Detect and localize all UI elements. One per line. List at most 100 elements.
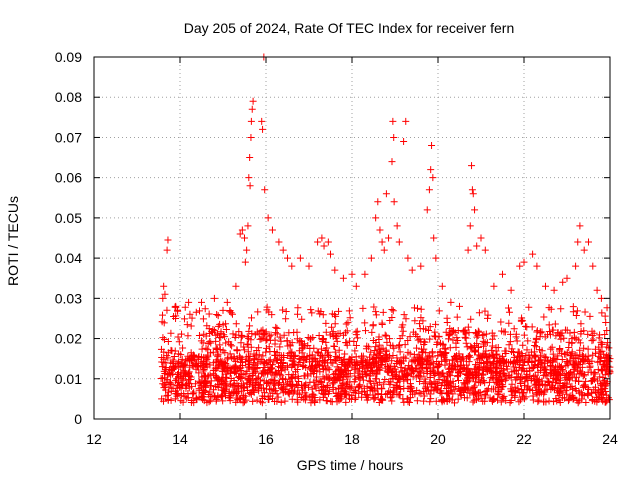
data-point: [172, 375, 180, 383]
data-point: [465, 351, 473, 359]
data-point: [435, 307, 443, 315]
data-point: [246, 322, 254, 330]
data-point: [565, 370, 573, 378]
data-point: [331, 348, 339, 356]
data-point: [319, 311, 327, 319]
data-point: [468, 162, 476, 170]
data-point: [268, 226, 276, 234]
data-point: [202, 344, 210, 352]
data-point: [231, 365, 239, 373]
data-point: [186, 310, 194, 318]
data-point: [277, 367, 285, 375]
data-point: [244, 376, 252, 384]
data-point: [399, 372, 407, 380]
data-point: [283, 382, 291, 390]
data-point: [184, 352, 192, 360]
data-point: [388, 158, 396, 166]
data-point: [273, 390, 281, 398]
data-point: [362, 345, 370, 353]
data-point: [236, 375, 244, 383]
data-point: [503, 358, 511, 366]
data-point: [434, 380, 442, 388]
data-point: [205, 398, 213, 406]
data-point: [346, 314, 354, 322]
data-point: [202, 383, 210, 391]
data-point: [499, 358, 507, 366]
data-point: [464, 323, 472, 331]
data-point: [463, 343, 471, 351]
data-point: [240, 343, 248, 351]
data-point: [580, 246, 588, 254]
data-point: [599, 367, 607, 375]
data-point: [279, 381, 287, 389]
data-point: [531, 377, 539, 385]
data-point: [511, 383, 519, 391]
data-point: [366, 370, 374, 378]
data-point: [275, 238, 283, 246]
data-point: [329, 328, 337, 336]
data-point: [370, 379, 378, 387]
data-point: [368, 362, 376, 370]
data-point: [257, 376, 265, 384]
data-point: [603, 351, 611, 359]
data-point: [169, 370, 177, 378]
data-point: [463, 376, 471, 384]
data-point: [301, 356, 309, 364]
data-point: [563, 274, 571, 282]
data-point: [441, 344, 449, 352]
data-point: [400, 374, 408, 382]
data-point: [507, 286, 515, 294]
data-point: [444, 380, 452, 388]
data-point: [288, 357, 296, 365]
data-point: [232, 320, 240, 328]
data-point: [443, 396, 451, 404]
data-point: [214, 393, 222, 401]
data-point: [281, 385, 289, 393]
data-point: [443, 389, 451, 397]
data-point: [410, 351, 418, 359]
data-point: [359, 363, 367, 371]
data-point: [357, 352, 365, 360]
data-point: [505, 308, 513, 316]
data-point: [195, 369, 203, 377]
data-point: [345, 307, 353, 315]
data-point: [454, 377, 462, 385]
data-point: [351, 347, 359, 355]
data-point: [358, 388, 366, 396]
data-point: [314, 380, 322, 388]
data-point: [509, 359, 517, 367]
data-point: [525, 303, 533, 311]
data-point: [158, 363, 166, 371]
data-point: [506, 330, 514, 338]
data-point: [166, 379, 174, 387]
data-point: [352, 394, 360, 402]
data-point: [173, 371, 181, 379]
data-point: [180, 315, 188, 323]
data-point: [598, 365, 606, 373]
data-point: [175, 338, 183, 346]
data-point: [533, 328, 541, 336]
data-point: [451, 399, 459, 407]
data-point: [338, 384, 346, 392]
data-point: [206, 397, 214, 405]
data-point: [170, 352, 178, 360]
data-point: [159, 397, 167, 405]
data-point: [191, 380, 199, 388]
data-point: [376, 366, 384, 374]
data-point: [508, 368, 516, 376]
data-point: [207, 377, 215, 385]
data-point: [371, 385, 379, 393]
data-point: [325, 366, 333, 374]
data-point: [159, 334, 167, 342]
data-point: [589, 351, 597, 359]
data-point: [367, 348, 375, 356]
data-point: [330, 342, 338, 350]
data-point: [261, 368, 269, 376]
data-point: [341, 362, 349, 370]
data-point: [365, 377, 373, 385]
data-point: [489, 360, 497, 368]
data-point: [432, 320, 440, 328]
data-point: [519, 341, 527, 349]
data-point: [437, 371, 445, 379]
data-point: [255, 344, 263, 352]
